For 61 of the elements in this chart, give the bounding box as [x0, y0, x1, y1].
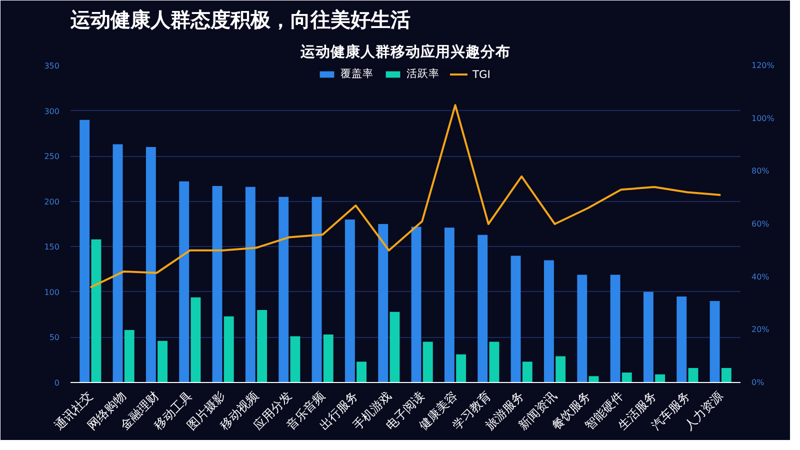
y-tick-label: 0: [54, 378, 60, 388]
legend-label: 覆盖率: [340, 67, 374, 81]
bar: [212, 186, 222, 382]
bar: [688, 368, 698, 382]
bar: [179, 181, 190, 382]
bar: [390, 312, 400, 382]
bar: [245, 186, 256, 382]
y-tick-label: 100: [44, 288, 60, 297]
bar: [522, 362, 532, 382]
y-tick-label: 50: [49, 333, 60, 342]
line-series: [89, 104, 722, 288]
bar: [312, 196, 322, 382]
bar: [643, 292, 654, 382]
bar: [378, 224, 388, 382]
bar: [544, 260, 554, 382]
y2-tick-label: 80%: [752, 166, 770, 176]
y2-tick-label: 100%: [752, 114, 775, 123]
y-tick-label: 250: [44, 152, 60, 162]
bar: [721, 368, 732, 382]
bar: [444, 228, 454, 382]
bar: [124, 330, 134, 382]
bar: [91, 239, 102, 382]
bar: [456, 354, 466, 382]
bar: [655, 374, 666, 382]
bar: [478, 234, 488, 382]
bar: [190, 297, 201, 382]
chart-subtitle: 运动健康人群移动应用兴趣分布: [300, 42, 510, 60]
bar: [588, 376, 599, 382]
bar: [257, 310, 268, 382]
bar: [411, 226, 422, 382]
bar: [344, 219, 355, 382]
bar: [112, 144, 123, 382]
y-tick-label: 150: [44, 242, 60, 252]
bar: [577, 274, 588, 382]
bar: [622, 372, 632, 382]
y-tick-label: 300: [44, 106, 60, 116]
y-tick-label: 200: [44, 197, 60, 206]
y2-tick-label: 0%: [752, 378, 765, 387]
bar: [510, 256, 521, 382]
bar: [556, 356, 566, 382]
bar: [610, 274, 620, 382]
bar: [224, 316, 234, 382]
bar: [278, 196, 289, 382]
bar: [356, 362, 367, 382]
y2-tick-label: 40%: [752, 272, 770, 282]
bar: [158, 340, 168, 382]
bar: [676, 296, 687, 382]
bar: [710, 300, 720, 382]
y-tick-label: 350: [44, 62, 60, 70]
chart-title: 运动健康人群态度积极，向往美好生活: [70, 8, 410, 32]
bar: [290, 336, 300, 382]
bar: [146, 147, 156, 382]
bar: [80, 120, 90, 382]
bar: [489, 342, 500, 382]
legend-label: 活跃率: [406, 67, 440, 81]
bar: [323, 334, 334, 382]
y2-tick-label: 120%: [752, 61, 775, 70]
y2-tick-label: 20%: [752, 325, 770, 334]
bar: [422, 342, 433, 382]
y2-tick-label: 60%: [752, 220, 770, 228]
legend-label: TGI: [472, 68, 492, 80]
